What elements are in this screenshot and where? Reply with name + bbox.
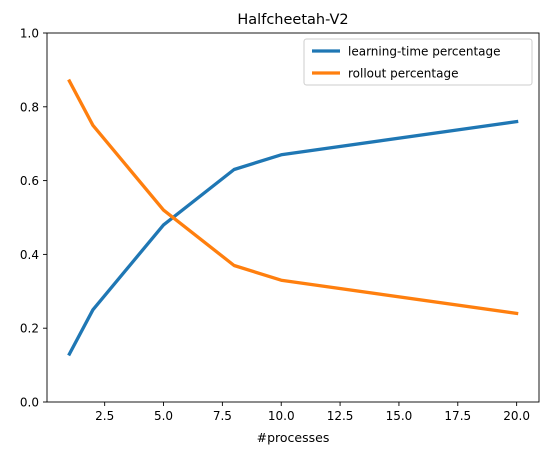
legend-label: rollout percentage bbox=[348, 67, 458, 81]
x-tick-label: 2.5 bbox=[95, 409, 114, 423]
y-tick-label: 1.0 bbox=[20, 27, 39, 41]
series-line-2 bbox=[67, 78, 519, 316]
x-tick-label: 10.0 bbox=[268, 409, 295, 423]
y-tick-label: 0.6 bbox=[20, 174, 39, 188]
legend-label: learning-time percentage bbox=[348, 45, 501, 59]
x-tick-label: 7.5 bbox=[213, 409, 232, 423]
axes: 2.5 5.0 7.5 10.0 12.5 15.0 17.5 20.0 0.0 0.2 0.4 0.… bbox=[20, 27, 530, 424]
y-tick-label: 0.4 bbox=[20, 248, 39, 262]
y-tick-label: 0.8 bbox=[20, 100, 39, 114]
x-tick-label: 17.5 bbox=[444, 409, 471, 423]
plot-frame bbox=[46, 32, 540, 403]
series-line-1 bbox=[67, 119, 519, 357]
x-tick-label: 20.0 bbox=[503, 409, 530, 423]
chart-title: Halfcheetah-V2 bbox=[237, 12, 348, 28]
x-tick-label: 5.0 bbox=[154, 409, 173, 423]
x-tick-label: 15.0 bbox=[386, 409, 413, 423]
legend-box bbox=[303, 38, 533, 86]
x-tick-label: 12.5 bbox=[327, 409, 354, 423]
y-tick-label: 0.2 bbox=[20, 322, 39, 336]
x-axis-label: #processes bbox=[257, 430, 330, 445]
y-tick-label: 0.0 bbox=[20, 396, 39, 410]
legend: learning-time percentage rollout percenta… bbox=[303, 38, 533, 86]
series-lines bbox=[67, 78, 519, 357]
